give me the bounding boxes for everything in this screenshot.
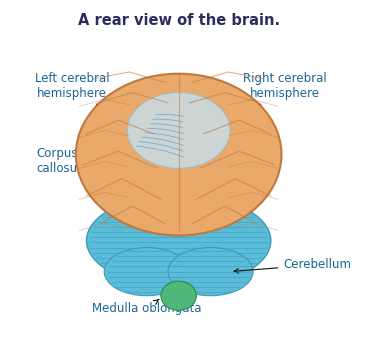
Text: A rear view of the brain.: A rear view of the brain. bbox=[77, 14, 280, 28]
Ellipse shape bbox=[127, 93, 230, 168]
Ellipse shape bbox=[104, 247, 189, 296]
Text: Cerebellum: Cerebellum bbox=[234, 258, 351, 273]
Text: Right cerebral
hemisphere: Right cerebral hemisphere bbox=[240, 72, 327, 120]
Ellipse shape bbox=[87, 194, 271, 287]
Text: Medulla oblongata: Medulla oblongata bbox=[92, 299, 201, 315]
Text: Left cerebral
hemisphere: Left cerebral hemisphere bbox=[35, 72, 117, 120]
Ellipse shape bbox=[76, 74, 281, 236]
Text: Corpus
callosum: Corpus callosum bbox=[37, 147, 127, 176]
Ellipse shape bbox=[161, 281, 196, 310]
Ellipse shape bbox=[168, 247, 253, 296]
